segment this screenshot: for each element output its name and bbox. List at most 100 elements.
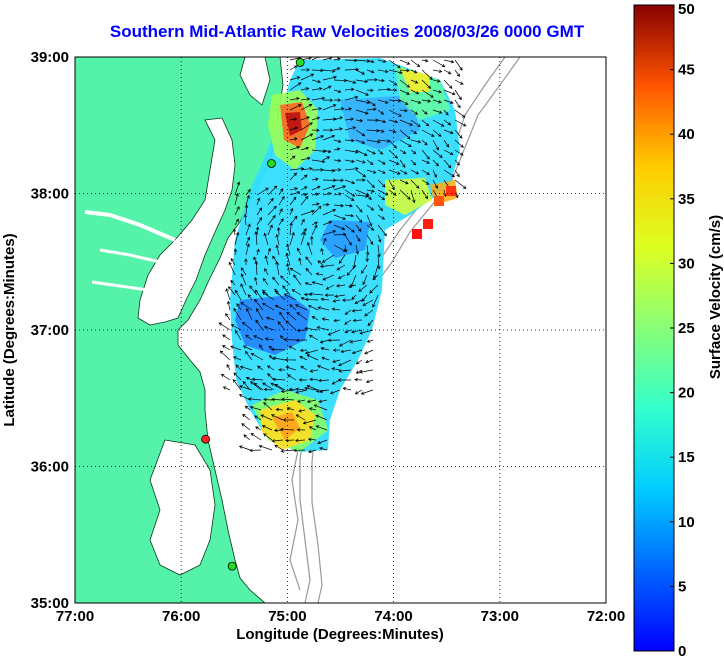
velocity-arrow	[366, 189, 375, 193]
velocity-arrow	[360, 264, 368, 274]
velocity-arrow	[276, 226, 281, 236]
velocity-arrow	[264, 267, 269, 276]
velocity-arrow	[304, 281, 313, 286]
velocity-arrow	[454, 159, 460, 166]
velocity-arrow	[388, 169, 401, 175]
velocity-arrow	[333, 139, 342, 143]
colorbar-tick-label: 20	[678, 385, 695, 402]
velocity-arrow	[344, 213, 355, 218]
velocity-arrow	[410, 119, 421, 128]
velocity-arrow	[289, 117, 298, 122]
velocity-arrow	[355, 69, 366, 75]
velocity-arrow	[245, 376, 253, 381]
velocity-arrow	[322, 75, 338, 81]
velocity-arrow	[222, 386, 231, 391]
velocity-arrow	[308, 334, 319, 341]
velocity-arrow	[333, 127, 343, 131]
velocity-arrow	[443, 79, 453, 89]
y-axis-label: Latitude (Degrees:Minutes)	[1, 233, 18, 426]
velocity-arrow	[244, 350, 253, 361]
velocity-arrow	[432, 79, 441, 83]
velocity-arrow	[320, 247, 324, 256]
velocity-arrow	[296, 247, 302, 256]
velocity-arrow	[421, 179, 430, 185]
velocity-arrow	[331, 379, 341, 385]
velocity-arrow	[311, 177, 319, 181]
velocity-arrow	[289, 76, 301, 81]
y-tick-label: 36:00	[31, 459, 69, 476]
velocity-arrow	[242, 345, 253, 351]
velocity-arrow	[295, 389, 308, 394]
velocity-arrow	[311, 128, 320, 132]
velocity-arrow	[275, 244, 280, 256]
velocity-arrow	[377, 254, 381, 270]
velocity-arrow	[225, 288, 231, 301]
velocity-arrow	[240, 302, 253, 311]
velocity-arrow	[332, 359, 341, 364]
velocity-arrow	[377, 224, 387, 237]
velocity-arrow	[289, 65, 298, 71]
velocity-arrow	[333, 158, 342, 163]
velocity-arrow	[263, 433, 273, 441]
velocity-arrow	[344, 194, 355, 201]
velocity-arrow	[454, 129, 463, 139]
pamlico-sound	[149, 439, 216, 576]
velocity-arrow	[355, 149, 368, 156]
velocity-arrow	[244, 258, 248, 266]
velocity-arrow	[432, 179, 438, 189]
velocity-arrow	[320, 346, 330, 351]
velocity-arrow	[324, 293, 335, 297]
velocity-arrow	[344, 126, 357, 131]
velocity-arrow	[421, 189, 429, 200]
velocity-arrow	[432, 89, 442, 94]
x-tick-label: 77:00	[56, 608, 94, 625]
colorbar	[633, 4, 675, 652]
velocity-arrow	[399, 179, 409, 185]
velocity-arrow	[308, 292, 324, 296]
velocity-arrow	[388, 99, 402, 103]
velocity-arrow	[399, 89, 410, 95]
velocity-arrow	[333, 178, 345, 183]
velocity-arrow	[294, 438, 306, 443]
velocity-arrow	[285, 252, 291, 266]
velocity-arrow	[245, 188, 251, 196]
velocity-arrow	[258, 444, 273, 451]
velocity-arrow	[318, 399, 328, 403]
y-tick-label: 37:00	[31, 322, 69, 339]
velocity-arrow	[333, 168, 342, 172]
velocity-arrow	[344, 138, 355, 143]
velocity-arrow	[300, 174, 308, 181]
velocity-arrow	[366, 224, 375, 231]
velocity-arrow	[410, 169, 420, 175]
map-title: Southern Mid-Atlantic Raw Velocities 200…	[109, 22, 585, 41]
velocity-arrow	[331, 367, 341, 371]
velocity-arrow	[226, 300, 231, 311]
velocity-arrow	[255, 426, 262, 431]
velocity-arrow	[250, 353, 264, 361]
velocity-arrow	[322, 185, 336, 191]
velocity-arrow	[432, 159, 439, 167]
velocity-arrow	[300, 186, 308, 191]
velocity-arrow	[267, 224, 273, 236]
velocity-arrow	[285, 320, 297, 331]
velocity-arrow	[316, 326, 330, 331]
velocity-arrow	[289, 172, 297, 181]
velocity-arrow	[333, 192, 343, 196]
velocity-arrow	[344, 189, 356, 197]
velocity-arrow	[443, 109, 449, 116]
velocity-arrow	[300, 228, 307, 236]
velocity-arrow	[454, 119, 467, 127]
velocity-arrow	[295, 387, 306, 391]
velocity-arrow	[360, 389, 374, 395]
station-red	[201, 434, 211, 444]
velocity-arrow	[317, 378, 330, 383]
velocity-arrow	[340, 349, 352, 354]
velocity-arrow	[274, 444, 284, 451]
velocity-arrow	[242, 380, 251, 391]
x-tick-labels: 77:00 76:00 75:00 74:00 73:00 72:00	[56, 608, 625, 625]
velocity-arrow	[344, 149, 359, 154]
velocity-arrow	[432, 129, 442, 137]
velocity-arrow	[377, 179, 386, 188]
velocity-arrow	[289, 126, 299, 131]
velocity-arrow	[319, 389, 328, 393]
